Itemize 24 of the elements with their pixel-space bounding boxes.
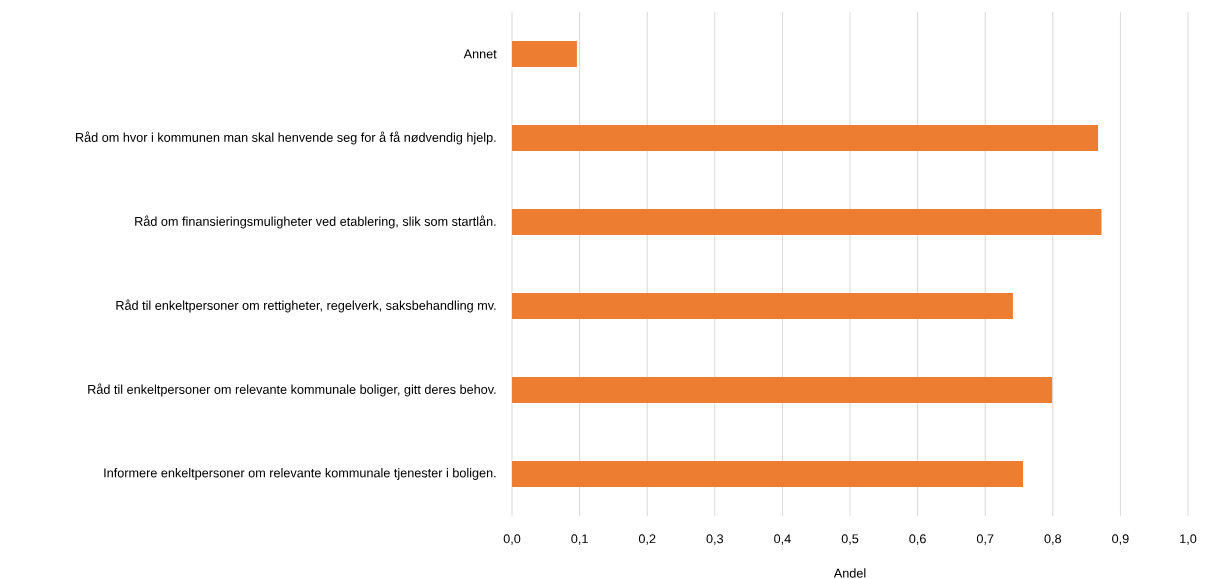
y-tick-label: Råd til enkeltpersoner om relevante kommunale boliger, gitt deres behov. xyxy=(88,383,496,397)
y-tick-label: Råd om finansieringsmuligheter ved etablering, slik som startlån. xyxy=(135,215,496,229)
y-tick-label: Annet xyxy=(463,49,497,59)
y-tick-label: Råd til enkeltpersoner om rettigheter, regelverk, saksbehandling mv. xyxy=(116,299,496,313)
y-tick-label: Råd om hvor i kommunen man skal henvende seg for å få nødvendig hjelp. xyxy=(76,131,496,145)
x-tick-label: 0,6 xyxy=(909,534,926,545)
bar xyxy=(512,209,1102,236)
bar xyxy=(512,41,577,68)
bar xyxy=(512,377,1053,404)
x-axis-title: Andel xyxy=(833,568,866,578)
bar xyxy=(512,125,1099,152)
x-tick-label: 0,4 xyxy=(774,534,791,545)
x-tick-label: 0,7 xyxy=(976,534,994,545)
x-tick-label: 0,9 xyxy=(1112,534,1129,545)
bar xyxy=(512,293,1013,320)
x-tick-label: 0,0 xyxy=(503,534,521,545)
x-tick-label: 0,2 xyxy=(638,534,656,545)
x-tick-label: 1,0 xyxy=(1180,534,1197,545)
bar xyxy=(512,461,1024,488)
x-tick-label: 0,5 xyxy=(841,534,859,545)
y-tick-label: Informere enkeltpersoner om relevante kommunale tjenester i boligen. xyxy=(104,468,496,480)
x-tick-label: 0,8 xyxy=(1044,534,1062,545)
x-tick-label: 0,1 xyxy=(571,534,588,545)
x-tick-label: 0,3 xyxy=(706,534,724,545)
